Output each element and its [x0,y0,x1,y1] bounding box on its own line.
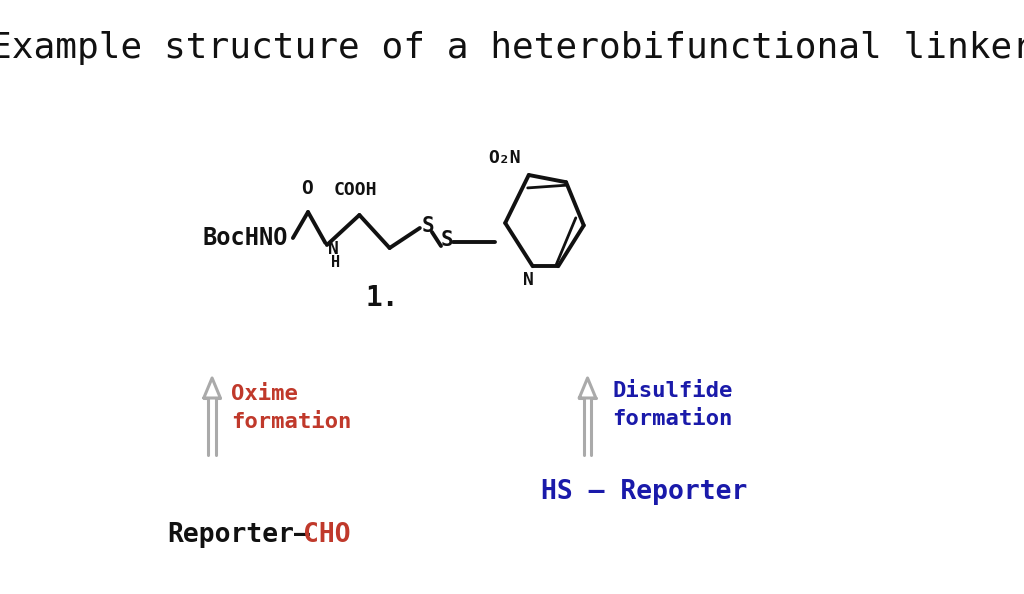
Text: N: N [523,271,535,289]
Text: Oxime
formation: Oxime formation [231,384,351,432]
Text: 1.: 1. [366,284,398,312]
Text: BocHNO: BocHNO [202,226,288,250]
Text: CHO: CHO [303,522,350,548]
Text: O₂N: O₂N [488,149,521,167]
Text: HS – Reporter: HS – Reporter [541,479,748,505]
Text: H: H [332,255,341,270]
Text: Disulfide
formation: Disulfide formation [612,381,733,429]
Text: Reporter–: Reporter– [167,522,309,548]
Text: COOH: COOH [334,181,378,199]
Text: S: S [421,216,434,236]
Text: O: O [301,179,312,198]
Text: S: S [441,230,454,250]
Text: Example structure of a heterobifunctional linker: Example structure of a heterobifunctiona… [0,31,1024,65]
Text: N: N [328,240,339,258]
